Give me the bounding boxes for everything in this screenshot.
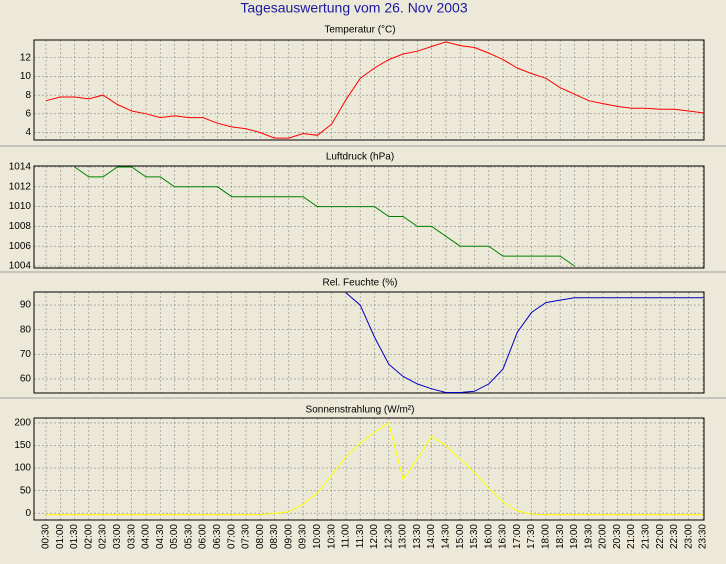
data-line: [45, 41, 704, 139]
y-tick-label: 80: [20, 324, 32, 335]
x-tick-label: 20:00: [598, 524, 609, 549]
y-tick-label: 1006: [9, 241, 32, 252]
y-tick-label: 70: [20, 349, 32, 360]
y-tick-label: 100: [14, 463, 31, 474]
x-tick-label: 22:00: [655, 524, 666, 549]
x-tick-label: 23:30: [698, 524, 709, 549]
x-tick-label: 18:30: [555, 524, 566, 549]
data-line: [345, 292, 703, 393]
x-tick-label: 01:00: [55, 524, 66, 549]
x-tick-label: 02:00: [83, 524, 94, 549]
page-title: Tagesauswertung vom 26. Nov 2003: [240, 0, 467, 16]
x-tick-label: 22:30: [669, 524, 680, 549]
plot-area: [34, 40, 704, 140]
plot-area: [34, 418, 704, 520]
chart-title: Temperatur (°C): [324, 25, 395, 36]
x-tick-label: 11:30: [355, 524, 366, 549]
x-tick-label: 01:30: [69, 524, 80, 549]
x-tick-label: 19:00: [569, 524, 580, 549]
chart-title: Luftdruck (hPa): [326, 152, 394, 163]
x-tick-label: 21:00: [626, 524, 637, 549]
y-tick-label: 1010: [9, 201, 32, 212]
plot-frame: [33, 165, 705, 269]
x-tick-label: 14:30: [441, 524, 452, 549]
x-tick-label: 11:00: [341, 524, 352, 549]
x-tick-label: 17:00: [512, 524, 523, 549]
y-tick-label: 1008: [9, 221, 32, 232]
x-tick-label: 07:00: [226, 524, 237, 549]
y-tick-label: 4: [25, 127, 31, 138]
x-tick-label: 17:30: [526, 524, 537, 549]
x-tick-label: 14:00: [426, 524, 437, 549]
x-tick-label: 15:00: [455, 524, 466, 549]
plot-frame: [33, 39, 705, 141]
x-tick-label: 03:30: [126, 524, 137, 549]
chart-title: Sonnenstrahlung (W/m²): [306, 405, 415, 416]
x-tick-label: 10:30: [326, 524, 337, 549]
x-tick-label: 04:30: [155, 524, 166, 549]
y-tick-label: 1004: [9, 261, 32, 272]
x-tick-label: 09:30: [298, 524, 309, 549]
x-tick-label: 04:00: [141, 524, 152, 549]
x-tick-label: 10:00: [312, 524, 323, 549]
y-tick-label: 60: [20, 374, 32, 385]
x-tick-label: 12:00: [369, 524, 380, 549]
x-tick-label: 06:30: [212, 524, 223, 549]
y-tick-label: 200: [14, 418, 31, 429]
y-tick-label: 150: [14, 440, 31, 451]
x-tick-label: 16:30: [498, 524, 509, 549]
y-tick-label: 6: [25, 108, 31, 119]
x-tick-label: 12:30: [383, 524, 394, 549]
x-tick-label: 03:00: [112, 524, 123, 549]
plot-area: [34, 292, 704, 393]
y-tick-label: 90: [20, 300, 32, 311]
y-tick-label: 50: [20, 485, 32, 496]
x-tick-label: 06:00: [198, 524, 209, 549]
data-line: [74, 166, 575, 267]
y-tick-label: 12: [20, 52, 32, 63]
y-tick-label: 10: [20, 71, 32, 82]
x-tick-label: 07:30: [241, 524, 252, 549]
x-tick-label: 08:30: [269, 524, 280, 549]
x-tick-label: 19:30: [583, 524, 594, 549]
plot-frame: [33, 417, 705, 521]
x-tick-label: 18:00: [541, 524, 552, 549]
x-tick-label: 20:30: [612, 524, 623, 549]
y-tick-label: 8: [25, 90, 31, 101]
y-tick-label: 0: [25, 508, 31, 519]
x-tick-label: 16:00: [483, 524, 494, 549]
x-tick-label: 00:30: [41, 524, 52, 549]
x-tick-label: 13:00: [398, 524, 409, 549]
chart-title: Rel. Feuchte (%): [322, 278, 397, 289]
y-tick-label: 1012: [9, 181, 32, 192]
x-tick-label: 23:00: [683, 524, 694, 549]
x-tick-label: 08:00: [255, 524, 266, 549]
plot-frame: [33, 291, 705, 394]
x-tick-label: 05:00: [169, 524, 180, 549]
data-line: [46, 422, 703, 516]
x-tick-label: 13:30: [412, 524, 423, 549]
x-tick-label: 21:30: [641, 524, 652, 549]
x-tick-label: 05:30: [183, 524, 194, 549]
y-tick-label: 1014: [9, 162, 32, 173]
x-tick-label: 02:30: [98, 524, 109, 549]
plot-area: [34, 166, 704, 268]
x-tick-label: 15:30: [469, 524, 480, 549]
x-tick-label: 09:00: [283, 524, 294, 549]
